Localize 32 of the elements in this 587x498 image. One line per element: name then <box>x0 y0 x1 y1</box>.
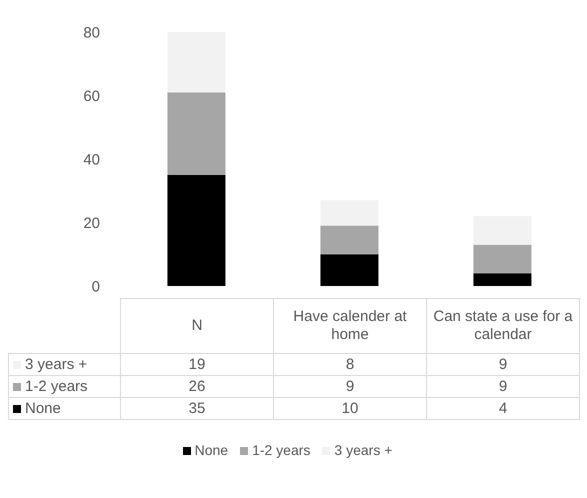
data-label: 8 <box>274 354 426 376</box>
text: 1-2 years <box>252 442 310 458</box>
data-label: 10 <box>274 398 426 420</box>
y-tick-label: 80 <box>83 24 100 42</box>
x-tick-label: Have calender at home <box>274 298 426 354</box>
y-tick-label: 20 <box>83 214 100 232</box>
bar <box>167 174 226 286</box>
bar <box>473 216 532 245</box>
data-label: 26 <box>120 376 274 398</box>
bar <box>167 92 226 175</box>
text: None <box>25 400 61 417</box>
bar <box>473 244 532 274</box>
y-tick-label: 0 <box>92 278 100 296</box>
x-tick-label: Can state a use for a calendar <box>426 298 580 354</box>
y-tick-label: 60 <box>83 88 100 105</box>
legend-label: 3 years + <box>8 354 120 376</box>
legend-label: None <box>194 442 228 458</box>
bar <box>320 200 378 226</box>
data-label: 4 <box>426 398 580 420</box>
data-label: 9 <box>426 376 580 398</box>
y-tick-label: 40 <box>83 151 100 168</box>
bar <box>320 254 378 286</box>
x-tick-label: N <box>120 298 274 354</box>
data-label: 19 <box>120 354 274 376</box>
data-label: 9 <box>426 354 580 376</box>
legend-label: 1-2 years <box>8 376 120 398</box>
bar <box>320 226 378 254</box>
data-label: 9 <box>274 376 426 398</box>
text: 3 years + <box>334 442 392 458</box>
bar <box>473 273 532 286</box>
bar <box>167 32 226 92</box>
data-label: 35 <box>120 398 274 420</box>
